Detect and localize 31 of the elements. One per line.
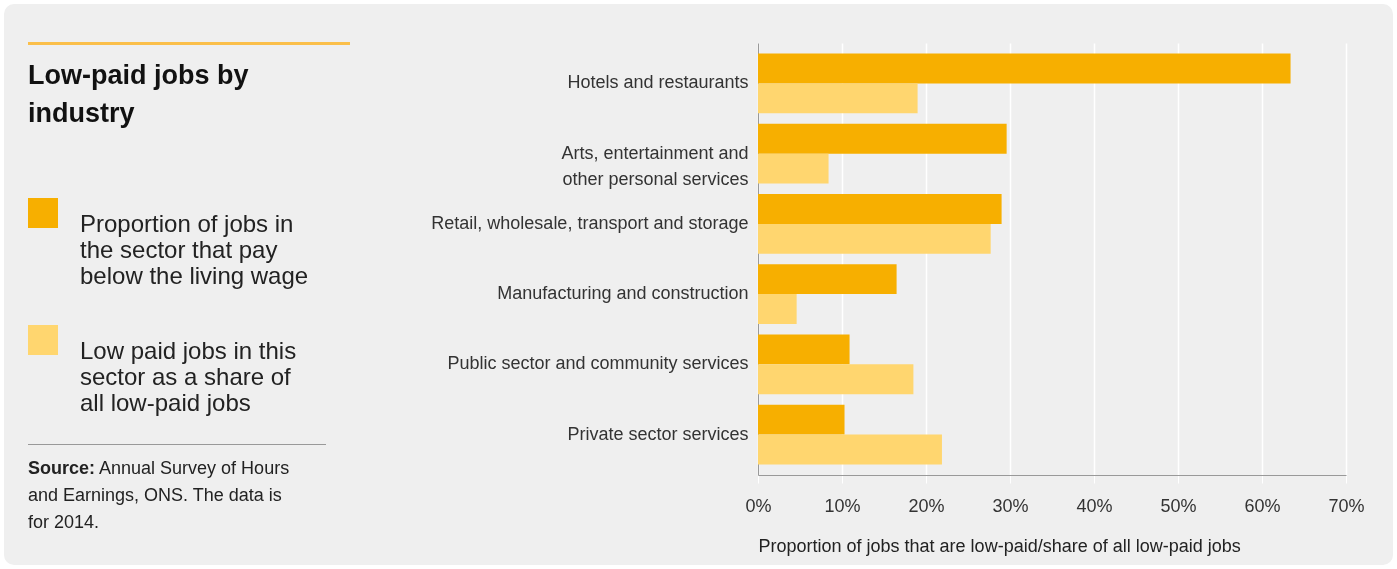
x-tick-label: 40% [1076, 495, 1113, 516]
bar [758, 294, 797, 324]
y-tick-label: Public sector and community services [447, 353, 749, 374]
y-tick-label: Private sector services [567, 423, 749, 444]
bar [758, 264, 897, 295]
x-tick-label: 60% [1244, 495, 1281, 516]
bar [758, 153, 829, 184]
y-tick-label: Hotels and restaurants [567, 72, 749, 93]
source-note: Source: Annual Survey of Hours and Earnings, ONS. The data is for 2014. [28, 457, 291, 534]
legend-label: Low paid jobs in this sector as a share of all low-paid jobs [80, 337, 297, 416]
y-tick-label: Retail, wholesale, transport and storage [431, 212, 749, 233]
legend-label: Proportion of jobs in the sector that pay below the living wage [80, 210, 309, 289]
bar [758, 83, 918, 114]
x-tick-label: 10% [824, 495, 861, 516]
x-axis-title: Proportion of jobs that are low-paid/share of all low-paid jobs [758, 535, 1241, 556]
y-tick-label: Arts, entertainment and other personal services [561, 142, 749, 189]
bar [758, 434, 942, 465]
bar [758, 404, 845, 435]
bar [758, 334, 850, 365]
bar [758, 53, 1291, 84]
bar [758, 364, 914, 395]
x-tick-label: 0% [745, 495, 772, 516]
x-tick-label: 30% [992, 495, 1029, 516]
text: Low-paid jobs by industry [28, 59, 250, 130]
y-tick-label: Manufacturing and construction [497, 283, 749, 304]
x-tick-label: 70% [1328, 495, 1365, 516]
x-tick-label: 50% [1160, 495, 1197, 516]
bar [758, 123, 1007, 154]
bar [758, 194, 1002, 224]
x-tick-label: 20% [908, 495, 945, 516]
bar [758, 223, 991, 254]
